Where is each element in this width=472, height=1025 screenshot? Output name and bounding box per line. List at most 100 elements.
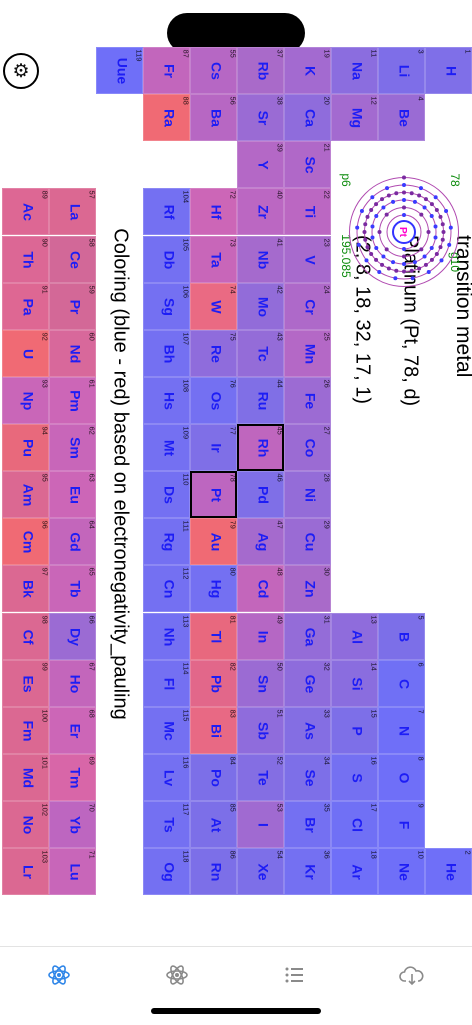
element-cell-md[interactable]: 101 Md [2, 754, 49, 801]
element-cell-nb[interactable]: 41 Nb [237, 236, 284, 283]
element-cell-ra[interactable]: 88 Ra [143, 94, 190, 141]
element-cell-ag[interactable]: 47 Ag [237, 518, 284, 565]
element-cell-be[interactable]: 4 Be [378, 94, 425, 141]
settings-button[interactable]: ⚙ [3, 53, 39, 89]
element-cell-br[interactable]: 35 Br [284, 801, 331, 848]
element-cell-in[interactable]: 49 In [237, 613, 284, 660]
element-cell-mo[interactable]: 42 Mo [237, 283, 284, 330]
element-cell-mg[interactable]: 12 Mg [331, 94, 378, 141]
element-cell-ge[interactable]: 32 Ge [284, 660, 331, 707]
element-cell-zr[interactable]: 40 Zr [237, 188, 284, 235]
element-cell-cn[interactable]: 112 Cn [143, 565, 190, 612]
element-cell-mn[interactable]: 25 Mn [284, 330, 331, 377]
element-cell-u[interactable]: 92 U [2, 330, 49, 377]
element-cell-v[interactable]: 23 V [284, 236, 331, 283]
element-cell-ts[interactable]: 117 Ts [143, 801, 190, 848]
element-cell-s[interactable]: 16 S [331, 754, 378, 801]
element-cell-ds[interactable]: 110 Ds [143, 471, 190, 518]
element-cell-am[interactable]: 95 Am [2, 471, 49, 518]
element-cell-ru[interactable]: 44 Ru [237, 377, 284, 424]
element-cell-sb[interactable]: 51 Sb [237, 707, 284, 754]
element-cell-bi[interactable]: 83 Bi [190, 707, 237, 754]
element-cell-db[interactable]: 105 Db [143, 236, 190, 283]
element-cell-cr[interactable]: 24 Cr [284, 283, 331, 330]
element-cell-rg[interactable]: 111 Rg [143, 518, 190, 565]
element-cell-p[interactable]: 15 P [331, 707, 378, 754]
element-cell-si[interactable]: 14 Si [331, 660, 378, 707]
tab-download[interactable] [392, 955, 432, 995]
element-cell-sm[interactable]: 62 Sm [49, 424, 96, 471]
element-cell-bh[interactable]: 107 Bh [143, 330, 190, 377]
element-cell-ba[interactable]: 56 Ba [190, 94, 237, 141]
element-cell-pt[interactable]: 78 Pt [190, 471, 237, 518]
tab-atom[interactable] [157, 955, 197, 995]
element-cell-tl[interactable]: 81 Tl [190, 613, 237, 660]
element-cell-sn[interactable]: 50 Sn [237, 660, 284, 707]
element-cell-al[interactable]: 13 Al [331, 613, 378, 660]
element-cell-fe[interactable]: 26 Fe [284, 377, 331, 424]
element-cell-uue[interactable]: 119 Uue [96, 47, 143, 94]
element-cell-cl[interactable]: 17 Cl [331, 801, 378, 848]
element-cell-hf[interactable]: 72 Hf [190, 188, 237, 235]
element-cell-zn[interactable]: 30 Zn [284, 565, 331, 612]
element-cell-as[interactable]: 33 As [284, 707, 331, 754]
element-cell-ti[interactable]: 22 Ti [284, 188, 331, 235]
element-cell-np[interactable]: 93 Np [2, 377, 49, 424]
element-cell-cs[interactable]: 55 Cs [190, 47, 237, 94]
element-cell-lu[interactable]: 71 Lu [49, 848, 96, 895]
element-cell-rb[interactable]: 37 Rb [237, 47, 284, 94]
element-cell-rf[interactable]: 104 Rf [143, 188, 190, 235]
element-cell-no[interactable]: 102 No [2, 801, 49, 848]
element-cell-te[interactable]: 52 Te [237, 754, 284, 801]
element-cell-tm[interactable]: 69 Tm [49, 754, 96, 801]
element-cell-xe[interactable]: 54 Xe [237, 848, 284, 895]
element-cell-y[interactable]: 39 Y [237, 141, 284, 188]
element-cell-mt[interactable]: 109 Mt [143, 424, 190, 471]
element-cell-dy[interactable]: 66 Dy [49, 613, 96, 660]
element-cell-og[interactable]: 118 Og [143, 848, 190, 895]
element-cell-es[interactable]: 99 Es [2, 660, 49, 707]
tab-list[interactable] [274, 955, 314, 995]
element-cell-cd[interactable]: 48 Cd [237, 565, 284, 612]
element-cell-pr[interactable]: 59 Pr [49, 283, 96, 330]
element-cell-ce[interactable]: 58 Ce [49, 236, 96, 283]
element-cell-er[interactable]: 68 Er [49, 707, 96, 754]
element-cell-gd[interactable]: 64 Gd [49, 518, 96, 565]
element-cell-ni[interactable]: 28 Ni [284, 471, 331, 518]
element-cell-po[interactable]: 84 Po [190, 754, 237, 801]
element-cell-i[interactable]: 53 I [237, 801, 284, 848]
element-cell-sr[interactable]: 38 Sr [237, 94, 284, 141]
element-cell-rn[interactable]: 86 Rn [190, 848, 237, 895]
element-cell-se[interactable]: 34 Se [284, 754, 331, 801]
element-cell-tb[interactable]: 65 Tb [49, 565, 96, 612]
element-cell-lv[interactable]: 116 Lv [143, 754, 190, 801]
element-cell-pm[interactable]: 61 Pm [49, 377, 96, 424]
element-cell-nh[interactable]: 113 Nh [143, 613, 190, 660]
element-cell-kr[interactable]: 36 Kr [284, 848, 331, 895]
element-cell-ac[interactable]: 89 Ac [2, 188, 49, 235]
element-cell-re[interactable]: 75 Re [190, 330, 237, 377]
element-cell-ta[interactable]: 73 Ta [190, 236, 237, 283]
element-cell-fr[interactable]: 87 Fr [143, 47, 190, 94]
element-cell-na[interactable]: 11 Na [331, 47, 378, 94]
element-cell-ga[interactable]: 31 Ga [284, 613, 331, 660]
element-cell-cf[interactable]: 98 Cf [2, 613, 49, 660]
element-cell-yb[interactable]: 70 Yb [49, 801, 96, 848]
element-cell-hs[interactable]: 108 Hs [143, 377, 190, 424]
element-cell-pu[interactable]: 94 Pu [2, 424, 49, 471]
element-cell-co[interactable]: 27 Co [284, 424, 331, 471]
element-cell-ne[interactable]: 10 Ne [378, 848, 425, 895]
element-cell-ho[interactable]: 67 Ho [49, 660, 96, 707]
element-cell-ca[interactable]: 20 Ca [284, 94, 331, 141]
element-cell-th[interactable]: 90 Th [2, 236, 49, 283]
element-cell-w[interactable]: 74 W [190, 283, 237, 330]
element-cell-lr[interactable]: 103 Lr [2, 848, 49, 895]
element-cell-sc[interactable]: 21 Sc [284, 141, 331, 188]
element-cell-hg[interactable]: 80 Hg [190, 565, 237, 612]
